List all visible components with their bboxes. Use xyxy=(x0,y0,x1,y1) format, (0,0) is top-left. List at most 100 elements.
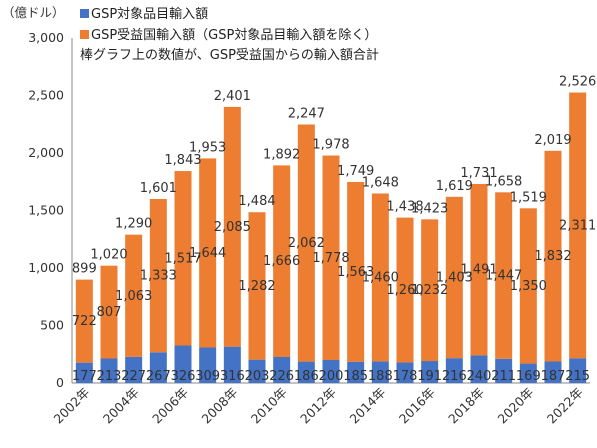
data-label-gsp-beneficiary: 1,232 xyxy=(411,283,448,298)
bar-gsp-beneficiary xyxy=(75,279,93,363)
data-label-gsp-target: 213 xyxy=(97,369,122,384)
data-label-total: 1,978 xyxy=(312,138,349,153)
x-tick-label: 2012年 xyxy=(297,385,339,427)
x-tick-label: 2014年 xyxy=(347,385,389,427)
data-label-gsp-beneficiary: 1,063 xyxy=(115,289,152,304)
data-label-gsp-beneficiary: 1,517 xyxy=(164,251,201,266)
bar-gsp-target xyxy=(125,356,143,383)
bar-gsp-beneficiary xyxy=(544,150,562,362)
legend-swatch-blue xyxy=(80,9,89,18)
bar-gsp-target xyxy=(544,361,562,383)
bar-gsp-target xyxy=(75,362,93,383)
bar-gsp-beneficiary xyxy=(396,217,414,363)
bar-gsp-beneficiary xyxy=(199,158,217,348)
legend-swatch-orange xyxy=(80,30,89,39)
y-tick-label: 1,500 xyxy=(28,203,64,218)
bar-gsp-beneficiary xyxy=(174,171,192,346)
bar-gsp-beneficiary xyxy=(273,165,291,358)
bars xyxy=(75,92,587,383)
data-label-gsp-target: 177 xyxy=(72,369,97,384)
bar-gsp-target xyxy=(149,352,167,383)
x-tick-label: 2016年 xyxy=(396,385,438,427)
data-label-total: 1,519 xyxy=(510,190,547,205)
data-label-gsp-target: 188 xyxy=(368,369,393,384)
bar-gsp-target xyxy=(297,361,315,383)
data-labels: 177 722 899 213 807 1,020 227 1,063 1,290 267 1,33… xyxy=(72,75,596,384)
data-label-total: 1,484 xyxy=(238,194,275,209)
data-label-gsp-target: 267 xyxy=(146,369,171,384)
legend: GSP対象品目輸入額 GSP受益国輸入額（GSP対象品目輸入額を除く） 棒グラフ… xyxy=(80,7,379,63)
bar-gsp-beneficiary xyxy=(470,183,488,356)
x-tick-label: 2004年 xyxy=(100,385,142,427)
legend-note: 棒グラフ上の数値が、GSP受益国からの輸入額合計 xyxy=(80,47,379,63)
legend-label-gsp-target: GSP対象品目輸入額 xyxy=(91,7,208,22)
data-label-gsp-beneficiary: 2,062 xyxy=(288,236,325,251)
bar-gsp-target xyxy=(519,363,537,383)
data-label-gsp-target: 185 xyxy=(343,369,368,384)
data-label-gsp-beneficiary: 1,460 xyxy=(362,270,399,285)
data-label-gsp-beneficiary: 1,260 xyxy=(386,283,423,298)
bar-gsp-target xyxy=(396,362,414,383)
data-label-total: 1,843 xyxy=(164,153,201,168)
data-label-gsp-beneficiary: 1,333 xyxy=(140,269,177,284)
bar-gsp-beneficiary xyxy=(495,192,513,359)
data-label-gsp-target: 326 xyxy=(171,369,196,384)
data-label-gsp-target: 240 xyxy=(467,369,492,384)
data-label-gsp-beneficiary: 1,778 xyxy=(312,251,349,266)
bar-gsp-target xyxy=(273,357,291,383)
data-label-gsp-target: 211 xyxy=(491,369,516,384)
bar-gsp-beneficiary xyxy=(149,199,167,353)
y-tick-label: 0 xyxy=(56,375,64,390)
data-label-gsp-beneficiary: 1,350 xyxy=(510,279,547,294)
data-label-gsp-beneficiary: 1,282 xyxy=(238,279,275,294)
data-label-gsp-beneficiary: 1,403 xyxy=(436,270,473,285)
data-label-gsp-beneficiary: 1,563 xyxy=(337,265,374,280)
bar-gsp-beneficiary xyxy=(248,212,266,360)
bar-gsp-beneficiary xyxy=(421,219,439,362)
bar-gsp-target xyxy=(223,346,241,383)
bar-gsp-target xyxy=(347,361,365,383)
x-tick-label: 2010年 xyxy=(248,385,290,427)
legend-label-gsp-beneficiary: GSP受益国輸入額（GSP対象品目輸入額を除く） xyxy=(91,28,377,43)
bar-gsp-beneficiary xyxy=(445,196,463,359)
data-label-gsp-target: 215 xyxy=(565,369,590,384)
bar-gsp-beneficiary xyxy=(125,234,143,357)
data-label-gsp-target: 191 xyxy=(417,369,442,384)
data-label-gsp-target: 178 xyxy=(393,369,418,384)
data-label-gsp-beneficiary: 1,666 xyxy=(263,254,300,269)
y-tick-label: 500 xyxy=(40,318,64,333)
bar-gsp-beneficiary xyxy=(519,208,537,364)
bar-gsp-target xyxy=(248,359,266,383)
y-tick-label: 1,000 xyxy=(28,260,64,275)
data-label-gsp-beneficiary: 1,644 xyxy=(189,246,226,261)
bar-gsp-target xyxy=(100,358,118,383)
bar-gsp-beneficiary xyxy=(322,155,340,360)
data-label-gsp-target: 186 xyxy=(294,369,319,384)
data-label-total: 899 xyxy=(72,262,97,277)
data-label-total: 1,423 xyxy=(411,201,448,216)
y-tick-label: 3,000 xyxy=(28,30,64,45)
data-label-total: 2,401 xyxy=(214,89,251,104)
bar-gsp-target xyxy=(174,345,192,383)
x-tick-label: 2002年 xyxy=(51,385,93,427)
data-label-total: 1,020 xyxy=(90,248,127,263)
bar-gsp-beneficiary xyxy=(569,92,587,359)
data-label-total: 2,526 xyxy=(559,75,596,90)
data-label-gsp-target: 169 xyxy=(516,369,541,384)
data-label-gsp-target: 187 xyxy=(541,369,566,384)
bar-gsp-beneficiary xyxy=(223,106,241,347)
data-label-total: 1,290 xyxy=(115,217,152,232)
data-label-gsp-target: 203 xyxy=(245,369,270,384)
x-tick-label: 2018年 xyxy=(445,385,487,427)
bar-gsp-target xyxy=(569,358,587,383)
data-label-total: 1,731 xyxy=(460,166,497,181)
data-label-gsp-beneficiary: 2,311 xyxy=(559,218,596,233)
data-label-gsp-beneficiary: 722 xyxy=(72,314,97,329)
data-label-gsp-target: 227 xyxy=(121,369,146,384)
data-label-gsp-target: 226 xyxy=(269,369,294,384)
data-label-total: 1,658 xyxy=(485,174,522,189)
data-label-total: 1,953 xyxy=(189,140,226,155)
data-label-total: 1,438 xyxy=(386,200,423,215)
bar-gsp-target xyxy=(445,358,463,383)
